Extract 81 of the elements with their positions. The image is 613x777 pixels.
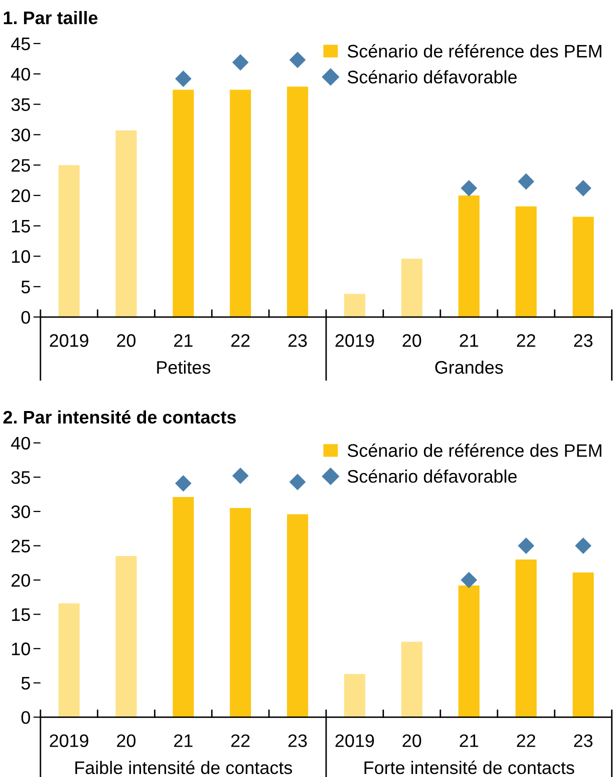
- legend-label: Scénario défavorable: [348, 469, 517, 483]
- bar: [516, 559, 537, 718]
- bar: [230, 508, 251, 718]
- y-tick-label: 15: [12, 220, 30, 233]
- bar: [116, 130, 137, 318]
- bar: [401, 642, 422, 718]
- text: Grandes: [435, 360, 503, 374]
- x-tick-label: 21: [174, 334, 192, 347]
- y-tick-label: 0: [21, 711, 30, 724]
- x-tick-label: 2019: [50, 734, 88, 748]
- point: [518, 538, 534, 554]
- y-tick-label: 40: [11, 436, 30, 450]
- y-tick-label: 40: [11, 68, 30, 81]
- legend-label: Scénario de référence des PEM: [348, 443, 602, 457]
- x-tick-label: 21: [460, 734, 478, 747]
- point: [518, 173, 534, 190]
- point: [289, 52, 306, 68]
- chart-title: 1. Par taille: [4, 10, 98, 24]
- text: Faible intensité de contacts: [75, 760, 292, 774]
- x-tick-label: 21: [460, 334, 478, 347]
- bar: [572, 572, 594, 718]
- x-tick-label: 20: [117, 734, 136, 748]
- bar: [58, 165, 80, 318]
- x-tick-label: 20: [117, 334, 136, 347]
- x-tick-label: 20: [402, 734, 422, 748]
- legend-label: Scénario défavorable: [348, 70, 517, 84]
- y-tick-label: 25: [12, 159, 30, 172]
- bar: [286, 514, 308, 718]
- x-tick-label: 2019: [336, 734, 374, 748]
- y-tick-label: 25: [12, 540, 30, 552]
- y-tick-label: 20: [12, 574, 30, 587]
- x-tick-label: 23: [288, 734, 307, 748]
- bar: [172, 90, 194, 318]
- x-tick-label: 23: [288, 334, 307, 347]
- y-tick-label: 35: [11, 98, 30, 112]
- text: Petites: [157, 360, 210, 374]
- x-tick-label: 23: [574, 334, 592, 347]
- x-tick-label: 22: [231, 334, 250, 347]
- x-tick-label: 2019: [50, 334, 88, 347]
- point: [232, 468, 249, 484]
- bar: [230, 90, 251, 318]
- bar: [516, 206, 537, 318]
- bar: [344, 674, 366, 718]
- chart-title: 2. Par intensité de contacts: [3, 410, 236, 424]
- bar: [401, 258, 422, 318]
- point: [175, 70, 192, 87]
- bar: [172, 497, 194, 718]
- bar: [286, 86, 308, 318]
- y-tick-label: 0: [21, 310, 30, 324]
- point: [232, 54, 249, 71]
- point: [574, 180, 592, 196]
- x-tick-label: 22: [516, 734, 536, 747]
- bar: [116, 556, 137, 718]
- point: [460, 572, 478, 588]
- bar: [458, 586, 480, 718]
- x-tick-label: 21: [174, 734, 192, 747]
- y-tick-label: 35: [11, 471, 30, 484]
- y-tick-label: 5: [21, 280, 30, 294]
- y-tick-label: 10: [12, 250, 30, 263]
- y-tick-label: 30: [11, 505, 30, 518]
- y-tick-label: 15: [12, 608, 30, 622]
- y-tick-label: 20: [12, 189, 30, 202]
- bar: [458, 195, 480, 318]
- bar: [58, 603, 80, 718]
- point: [175, 475, 192, 492]
- x-tick-label: 2019: [336, 334, 374, 347]
- bar: [572, 216, 594, 318]
- y-tick-label: 5: [21, 677, 30, 690]
- y-tick-label: 10: [12, 642, 30, 656]
- point: [574, 538, 592, 554]
- legend-label: Scénario de référence des PEM: [348, 44, 602, 58]
- y-tick-label: 30: [11, 128, 30, 142]
- x-tick-label: 23: [574, 734, 592, 748]
- x-tick-label: 20: [402, 334, 422, 347]
- x-tick-label: 22: [516, 334, 536, 347]
- y-tick-label: 45: [11, 38, 30, 50]
- point: [460, 180, 478, 196]
- bar: [344, 294, 366, 318]
- x-tick-label: 22: [231, 734, 250, 747]
- point: [289, 474, 306, 490]
- text: Forte intensité de contacts: [364, 760, 574, 774]
